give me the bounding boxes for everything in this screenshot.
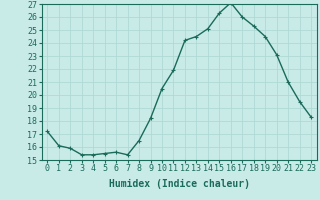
- X-axis label: Humidex (Indice chaleur): Humidex (Indice chaleur): [109, 179, 250, 189]
